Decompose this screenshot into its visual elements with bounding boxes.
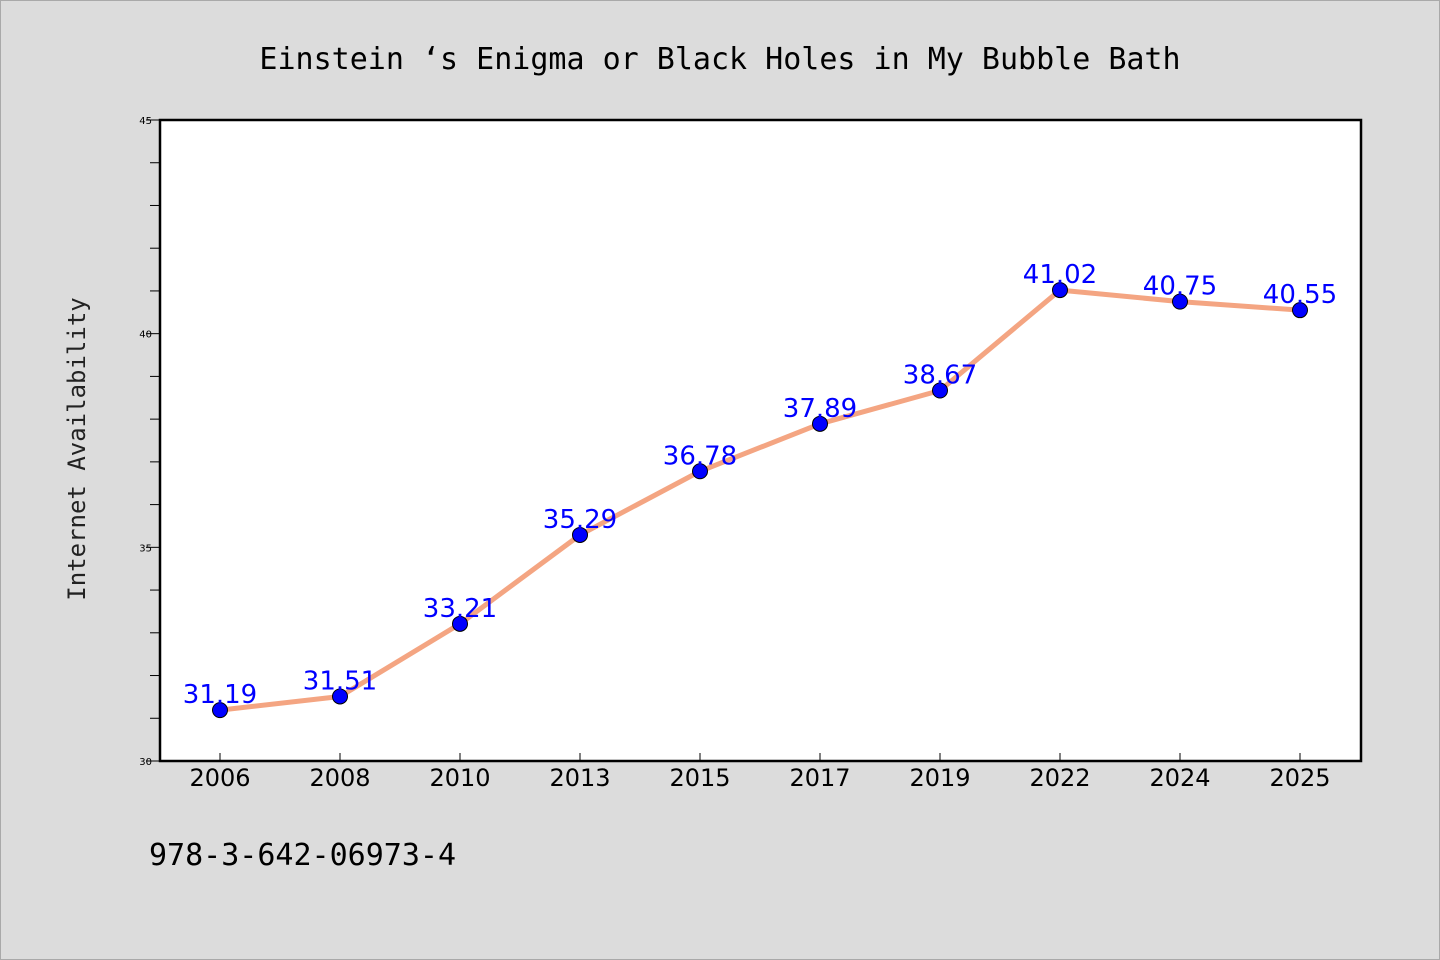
x-tick-label: 2006 xyxy=(189,764,250,792)
x-tick-label: 2010 xyxy=(429,764,490,792)
x-axis-ticks: 2006 2008 2010 2013 2015 2017 2019 2022 2024 2025 xyxy=(189,753,1331,792)
x-tick-label: 2015 xyxy=(669,764,730,792)
series-line xyxy=(217,287,1303,713)
y-axis-ticks: 30 35 40 45 xyxy=(139,116,160,768)
data-label: 31.51 xyxy=(303,666,377,696)
y-tick-label: 35 xyxy=(139,543,152,554)
data-point xyxy=(332,688,348,705)
data-label: 41.02 xyxy=(1023,260,1097,290)
y-minor-ticks xyxy=(150,162,160,719)
data-point xyxy=(692,463,708,480)
data-point xyxy=(212,702,228,719)
x-tick-label: 2022 xyxy=(1029,764,1090,792)
y-tick-label: 40 xyxy=(139,330,152,341)
data-label: 31.19 xyxy=(183,680,257,710)
x-tick-label: 2019 xyxy=(909,764,970,792)
data-label: 33.21 xyxy=(423,594,497,624)
data-labels: 31.19 31.51 33.21 35.29 36.78 37.89 38.67 41.02… xyxy=(183,260,1337,710)
data-point xyxy=(1172,293,1188,310)
data-point xyxy=(572,526,588,543)
x-tick-label: 2024 xyxy=(1149,764,1210,792)
isbn-text: 978-3-642-06973-4 xyxy=(149,838,456,873)
data-label: 40.75 xyxy=(1143,272,1217,302)
data-label: 36.78 xyxy=(663,441,737,471)
data-points xyxy=(212,282,1308,719)
chart-title: Einstein ‘s Enigma or Black Holes in My … xyxy=(259,42,1180,77)
data-point xyxy=(452,615,468,632)
y-tick-label: 30 xyxy=(139,757,152,768)
y-tick-label: 45 xyxy=(139,116,152,127)
data-label: 38.67 xyxy=(903,361,977,391)
data-point xyxy=(812,415,828,432)
plot-area xyxy=(158,118,1363,763)
data-label: 35.29 xyxy=(543,505,617,535)
x-tick-label: 2017 xyxy=(789,764,850,792)
data-label: 40.55 xyxy=(1263,280,1337,310)
data-point xyxy=(1052,282,1068,299)
x-tick-label: 2013 xyxy=(549,764,610,792)
y-axis-label: Internet Availability xyxy=(63,297,91,600)
data-point xyxy=(1292,302,1308,319)
x-tick-label: 2025 xyxy=(1269,764,1330,792)
data-label: 37.89 xyxy=(783,394,857,424)
series-line-group xyxy=(217,287,1303,713)
x-tick-label: 2008 xyxy=(309,764,370,792)
data-point xyxy=(932,382,948,399)
